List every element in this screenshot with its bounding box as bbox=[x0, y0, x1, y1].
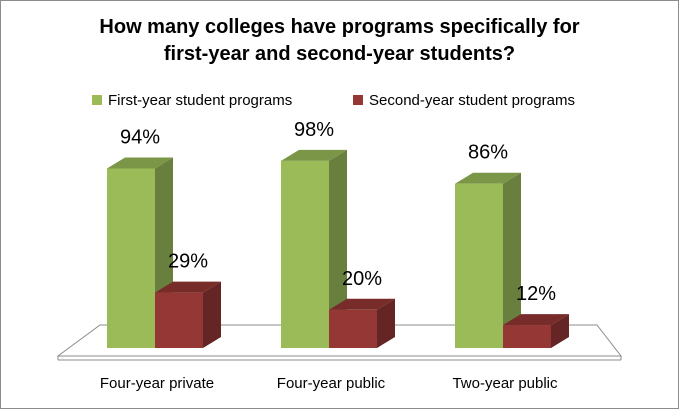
legend-label-first-year: First-year student programs bbox=[108, 92, 293, 109]
bar-two-year-public-second-year-top bbox=[503, 314, 569, 326]
bar-four-year-public-second-year-top bbox=[329, 298, 395, 310]
data-label-two-year-public-first-year: 86% bbox=[468, 142, 508, 164]
category-label-two-year-public: Two-year public bbox=[452, 375, 558, 392]
bar-four-year-public-first-year-side bbox=[329, 149, 347, 348]
bar-four-year-public-first-year-top bbox=[281, 149, 347, 161]
chart-title-line-2: first-year and second-year students? bbox=[163, 43, 516, 65]
bar-four-year-private-second-year-top bbox=[155, 281, 221, 293]
legend-swatch-second-year bbox=[353, 95, 363, 106]
bar-four-year-public-first-year bbox=[281, 160, 329, 348]
bar-four-year-private-second-year bbox=[155, 292, 203, 348]
bar-two-year-public-first-year-top bbox=[455, 172, 521, 184]
data-label-two-year-public-second-year: 12% bbox=[516, 283, 556, 305]
chart-title-line-1: How many colleges have programs specific… bbox=[99, 16, 580, 38]
bar-four-year-private-first-year-top bbox=[107, 157, 173, 169]
data-label-four-year-private-second-year: 29% bbox=[168, 251, 208, 273]
bar-four-year-private-second-year-side bbox=[203, 281, 221, 348]
bar-four-year-public-second-year bbox=[329, 309, 377, 348]
bar-four-year-private-first-year bbox=[107, 168, 155, 348]
chart-title: How many colleges have programs specific… bbox=[0, 14, 679, 68]
legend-label-second-year: Second-year student programs bbox=[369, 92, 575, 109]
data-label-four-year-private-first-year: 94% bbox=[120, 126, 160, 148]
category-label-four-year-private: Four-year private bbox=[100, 375, 214, 392]
legend-item-first-year: First-year student programs bbox=[92, 92, 293, 109]
category-label-four-year-public: Four-year public bbox=[277, 375, 386, 392]
bar-two-year-public-first-year bbox=[455, 183, 503, 348]
bar-two-year-public-first-year-side bbox=[503, 172, 521, 348]
bar-two-year-public-second-year-side bbox=[551, 314, 569, 348]
data-label-four-year-public-first-year: 98% bbox=[294, 119, 334, 141]
data-label-four-year-public-second-year: 20% bbox=[342, 268, 382, 290]
bar-four-year-public-second-year-side bbox=[377, 298, 395, 348]
legend-item-second-year: Second-year student programs bbox=[353, 92, 575, 109]
bar-two-year-public-second-year bbox=[503, 325, 551, 348]
legend-swatch-first-year bbox=[92, 95, 102, 106]
